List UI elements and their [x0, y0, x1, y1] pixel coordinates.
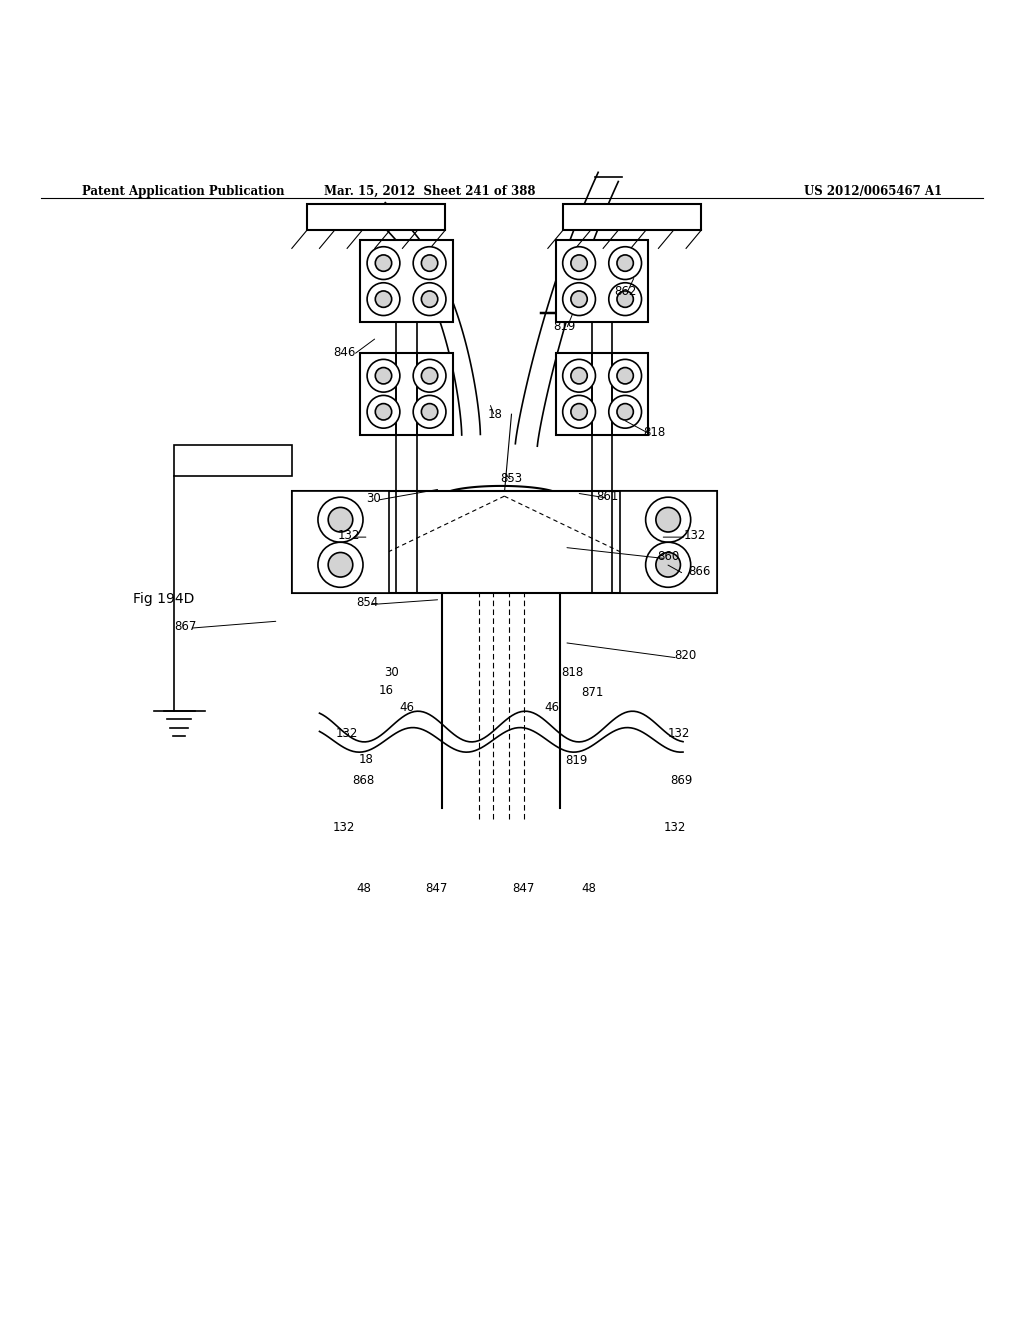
Circle shape: [608, 247, 641, 280]
Circle shape: [571, 255, 588, 272]
Text: 869: 869: [671, 775, 693, 787]
Circle shape: [367, 359, 400, 392]
Bar: [437, 502, 565, 543]
Circle shape: [645, 543, 690, 587]
Text: 820: 820: [674, 649, 696, 663]
Bar: [620, 491, 717, 594]
Text: 16: 16: [379, 684, 394, 697]
Circle shape: [563, 396, 596, 428]
Bar: [563, 205, 701, 230]
Text: 818: 818: [561, 665, 584, 678]
Circle shape: [563, 282, 596, 315]
Circle shape: [571, 290, 588, 308]
Circle shape: [616, 290, 633, 308]
Bar: [360, 240, 453, 322]
Text: 18: 18: [358, 752, 374, 766]
Circle shape: [422, 255, 438, 272]
Text: 30: 30: [367, 492, 381, 504]
Text: 132: 132: [684, 528, 707, 541]
Text: Patent Application Publication: Patent Application Publication: [82, 185, 285, 198]
Text: 866: 866: [688, 565, 711, 578]
Text: 854: 854: [356, 597, 379, 609]
Circle shape: [375, 255, 391, 272]
Text: 846: 846: [333, 346, 355, 359]
Bar: [556, 352, 648, 434]
Circle shape: [367, 282, 400, 315]
Circle shape: [616, 404, 633, 420]
Text: 861: 861: [596, 490, 618, 503]
Circle shape: [563, 359, 596, 392]
Text: 818: 818: [643, 426, 666, 440]
Text: 860: 860: [657, 550, 680, 564]
Circle shape: [616, 367, 633, 384]
Circle shape: [375, 290, 391, 308]
Text: 867: 867: [174, 619, 197, 632]
Circle shape: [375, 404, 391, 420]
Circle shape: [571, 404, 588, 420]
Circle shape: [367, 396, 400, 428]
Circle shape: [571, 367, 588, 384]
Text: 132: 132: [664, 821, 686, 834]
Text: 48: 48: [582, 882, 597, 895]
Text: Mar. 15, 2012  Sheet 241 of 388: Mar. 15, 2012 Sheet 241 of 388: [325, 185, 536, 198]
Text: 132: 132: [338, 528, 360, 541]
Circle shape: [608, 282, 641, 315]
Bar: [307, 205, 445, 230]
Circle shape: [563, 247, 596, 280]
Text: 853: 853: [501, 473, 523, 486]
Text: 819: 819: [553, 319, 575, 333]
Text: 30: 30: [384, 665, 398, 678]
Text: 862: 862: [614, 285, 637, 298]
Circle shape: [413, 396, 446, 428]
Circle shape: [413, 247, 446, 280]
Text: 46: 46: [399, 701, 415, 714]
Circle shape: [317, 498, 362, 543]
Circle shape: [367, 247, 400, 280]
Text: 868: 868: [352, 775, 375, 787]
Circle shape: [328, 507, 352, 532]
Circle shape: [422, 367, 438, 384]
Text: US 2012/0065467 A1: US 2012/0065467 A1: [804, 185, 942, 198]
Bar: [292, 491, 717, 594]
Text: 46: 46: [545, 701, 560, 714]
Text: 48: 48: [356, 882, 372, 895]
Text: 871: 871: [582, 686, 604, 700]
Circle shape: [413, 282, 446, 315]
Circle shape: [413, 359, 446, 392]
Text: 18: 18: [487, 408, 503, 421]
Circle shape: [655, 507, 680, 532]
Text: 819: 819: [565, 754, 588, 767]
Bar: [174, 445, 292, 475]
Bar: [292, 491, 389, 594]
Circle shape: [328, 553, 352, 577]
Text: 132: 132: [336, 727, 358, 741]
Circle shape: [608, 359, 641, 392]
Bar: [360, 352, 453, 434]
Bar: [556, 240, 648, 322]
Circle shape: [422, 404, 438, 420]
Text: Fig 194D: Fig 194D: [133, 591, 195, 606]
Circle shape: [655, 553, 680, 577]
Circle shape: [616, 255, 633, 272]
Circle shape: [375, 367, 391, 384]
Text: 132: 132: [333, 821, 355, 834]
Circle shape: [608, 396, 641, 428]
Text: 847: 847: [425, 882, 447, 895]
Text: 847: 847: [512, 882, 535, 895]
Text: 132: 132: [668, 727, 690, 741]
Circle shape: [422, 290, 438, 308]
Circle shape: [645, 498, 690, 543]
Circle shape: [317, 543, 362, 587]
